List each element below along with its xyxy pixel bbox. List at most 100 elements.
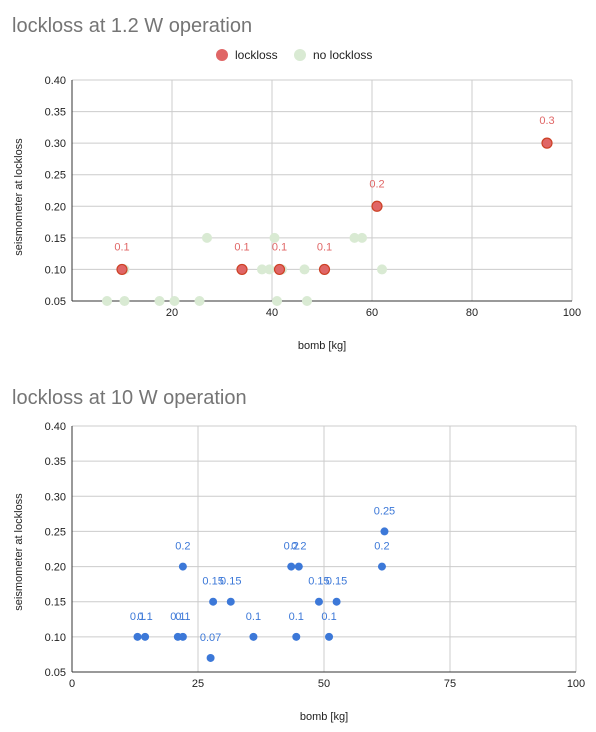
data-label: 0.15 <box>326 576 347 588</box>
legend-marker-no-lockloss <box>294 49 306 61</box>
data-point <box>292 632 301 641</box>
x-tick-labels: 0 25 50 75 100 <box>69 678 585 690</box>
data-label: 0.1 <box>114 241 129 253</box>
y-tick-label: 0.10 <box>45 632 66 644</box>
data-label: 0.07 <box>200 632 221 644</box>
data-label: 0.1 <box>317 241 332 253</box>
data-label: 0.1 <box>234 241 249 253</box>
data-point <box>380 527 389 536</box>
data-point <box>325 632 334 641</box>
data-point <box>178 632 187 641</box>
data-point <box>169 296 180 306</box>
data-point <box>249 632 258 641</box>
data-label: 0.15 <box>220 576 241 588</box>
y-tick-label: 0.30 <box>45 491 66 503</box>
data-label: 0.3 <box>539 115 554 127</box>
data-point <box>269 232 280 243</box>
data-label: 0.1 <box>130 611 145 623</box>
data-point <box>314 597 323 606</box>
x-tick-labels: 20 40 60 80 100 <box>166 307 581 319</box>
legend-marker-lockloss <box>216 49 228 61</box>
data-point <box>377 562 386 571</box>
y-axis-label: seismometer at lockloss <box>13 138 25 256</box>
data-label: 0.2 <box>284 541 299 553</box>
data-point <box>318 263 331 276</box>
y-tick-label: 0.25 <box>45 170 66 182</box>
data-point <box>349 232 360 243</box>
data-label: 0.2 <box>374 541 389 553</box>
chart-lockloss-10w: lockloss at 10 W operation 0.050.100.150… <box>12 387 585 723</box>
y-tick-labels: 0.05 0.10 0.15 0.20 0.25 0.30 0.35 0.40 <box>45 75 66 308</box>
data-point <box>332 597 341 606</box>
data-point <box>236 263 248 276</box>
y-tick-label: 0.30 <box>45 138 66 150</box>
data-point <box>377 264 387 275</box>
legend-label-no-lockloss: no lockloss <box>313 48 372 62</box>
x-tick-label: 60 <box>366 307 378 319</box>
data-point <box>141 632 150 641</box>
data-label: 0.1 <box>137 611 152 623</box>
y-axis-label: seismometer at lockloss <box>13 493 25 611</box>
data-point <box>206 653 215 662</box>
y-tick-label: 0.20 <box>45 562 66 574</box>
y-tick-label: 0.25 <box>45 526 66 538</box>
y-tick-label: 0.05 <box>45 296 66 308</box>
data-label: 0.1 <box>175 611 190 623</box>
data-point <box>272 296 282 306</box>
data-label: 0.1 <box>246 611 261 623</box>
data-point <box>357 232 367 243</box>
y-tick-label: 0.10 <box>45 264 66 276</box>
data-label: 0.1 <box>289 611 304 623</box>
data-point <box>287 562 296 571</box>
data-point <box>299 264 310 275</box>
y-tick-label: 0.40 <box>45 75 66 87</box>
grid <box>71 425 577 673</box>
data-labels: 0.10.1 0.10.10.20.070.150.150.10.20.20.10… <box>130 505 395 644</box>
data-point <box>202 232 212 243</box>
chart-title: lockloss at 1.2 W operation <box>12 15 252 37</box>
data-point <box>541 137 553 149</box>
data-label: 0.1 <box>170 611 185 623</box>
x-tick-label: 100 <box>563 307 581 319</box>
legend: lockloss no lockloss <box>216 48 372 62</box>
data-point <box>102 296 112 306</box>
y-tick-label: 0.05 <box>45 667 66 679</box>
y-tick-label: 0.35 <box>45 107 66 119</box>
x-tick-label: 25 <box>192 678 204 690</box>
data-label: 0.2 <box>291 541 306 553</box>
x-tick-label: 20 <box>166 307 178 319</box>
x-tick-label: 80 <box>466 307 478 319</box>
data-point <box>133 632 142 641</box>
data-point <box>273 263 286 276</box>
data-label: 0.1 <box>272 241 287 253</box>
data-point <box>209 597 218 606</box>
data-label: 0.15 <box>308 576 329 588</box>
data-point <box>194 296 205 306</box>
chart-lockloss-1-2w: lockloss at 1.2 W operation lockloss no … <box>12 15 581 352</box>
data-labels: 0.1 0.1 0.1 0.1 0.2 0.3 <box>114 115 554 253</box>
data-label: 0.15 <box>202 576 223 588</box>
data-point <box>257 264 267 275</box>
y-tick-label: 0.40 <box>45 421 66 433</box>
y-tick-label: 0.15 <box>45 597 66 609</box>
data-point <box>119 296 130 306</box>
x-tick-label: 40 <box>266 307 278 319</box>
data-label: 0.2 <box>369 178 384 190</box>
data-point <box>302 296 312 306</box>
data-point <box>294 562 303 571</box>
x-tick-label: 50 <box>318 678 330 690</box>
data-point <box>116 263 128 276</box>
y-tick-label: 0.35 <box>45 456 66 468</box>
data-point <box>154 296 165 306</box>
data-points <box>133 527 389 662</box>
x-tick-label: 100 <box>567 678 585 690</box>
x-tick-label: 0 <box>69 678 75 690</box>
data-point <box>264 264 275 275</box>
y-tick-label: 0.15 <box>45 233 66 245</box>
data-label: 0.2 <box>175 541 190 553</box>
x-axis-label: bomb [kg] <box>300 711 348 723</box>
data-label: 0.1 <box>321 611 336 623</box>
data-point <box>226 597 235 606</box>
x-axis-label: bomb [kg] <box>298 340 346 352</box>
